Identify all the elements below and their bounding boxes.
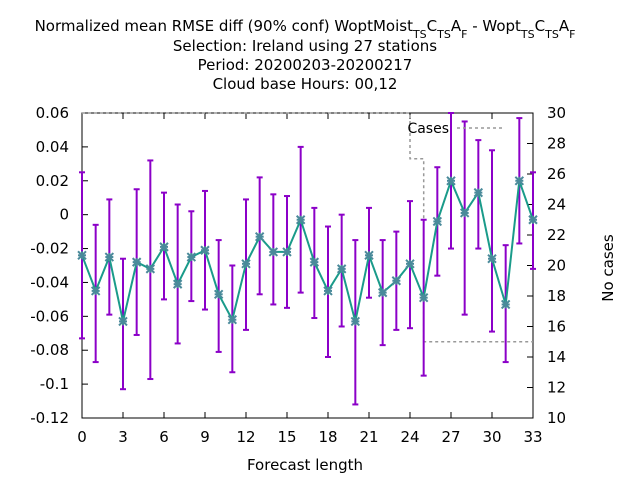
x-tick-label: 24 xyxy=(400,428,419,446)
title-line-3: Cloud base Hours: 00,12 xyxy=(213,75,398,93)
y2-axis-label: No cases xyxy=(599,234,617,302)
rmse-polyline xyxy=(81,177,534,323)
y2-tick-label: 26 xyxy=(547,165,566,183)
data-point xyxy=(418,292,429,303)
legend: Cases xyxy=(407,121,504,137)
data-point xyxy=(528,215,538,225)
data-point xyxy=(500,299,511,310)
x-tick-label: 30 xyxy=(482,428,501,446)
y-tick-label: -0.08 xyxy=(30,341,69,359)
y2-tick-label: 28 xyxy=(547,135,566,153)
x-tick-label: 9 xyxy=(200,428,210,446)
data-point xyxy=(200,245,210,255)
y-tick-label: -0.02 xyxy=(30,240,69,258)
y2-tick-label: 14 xyxy=(547,348,566,366)
data-point xyxy=(118,316,128,327)
x-tick-label: 12 xyxy=(236,428,255,446)
data-point xyxy=(309,257,320,267)
data-point xyxy=(323,286,333,296)
y-tick-label: 0 xyxy=(59,206,69,224)
x-axis-label: Forecast length xyxy=(247,456,363,474)
data-point xyxy=(391,276,402,286)
y2-tick-label: 12 xyxy=(547,379,566,397)
data-point xyxy=(364,250,374,261)
y-tick-label: 0.02 xyxy=(36,172,69,190)
data-point xyxy=(295,215,306,225)
y-tick-label: -0.04 xyxy=(30,273,69,291)
data-point xyxy=(172,279,183,289)
title-line-0: Normalized mean RMSE diff (90% conf) Wop… xyxy=(35,17,576,41)
y-axis: -0.12 -0.1 -0.08 -0.06 -0.04 -0.02 0 0.02 0.04 0.… xyxy=(30,104,88,427)
data-point xyxy=(432,216,443,227)
data-point xyxy=(446,176,456,186)
data-point xyxy=(227,315,238,325)
y2-axis: 10 12 14 16 18 20 22 24 26 28 30 xyxy=(527,104,566,427)
y2-tick-label: 22 xyxy=(547,226,566,244)
y2-tick-label: 24 xyxy=(547,196,566,214)
data-point xyxy=(350,316,361,327)
data-point xyxy=(131,257,142,267)
chart-title: Normalized mean RMSE diff (90% conf) Wop… xyxy=(35,17,576,93)
data-point xyxy=(186,252,197,262)
data-point xyxy=(473,187,484,198)
y2-tick-label: 30 xyxy=(547,104,566,122)
data-point xyxy=(241,259,251,269)
cases-series xyxy=(82,112,533,343)
data-point xyxy=(514,176,525,186)
title-line-2: Period: 20200203-20200217 xyxy=(198,56,413,74)
y-tick-label: -0.12 xyxy=(30,409,69,427)
data-point xyxy=(336,264,347,274)
x-tick-label: 6 xyxy=(159,428,169,446)
data-point xyxy=(90,286,101,296)
data-point xyxy=(104,252,115,262)
data-point xyxy=(405,259,415,269)
cases-line xyxy=(82,112,533,343)
data-point xyxy=(487,254,497,264)
legend-label: Cases xyxy=(407,121,449,137)
x-tick-label: 33 xyxy=(523,428,542,446)
rmse-line xyxy=(81,177,534,323)
x-tick-label: 18 xyxy=(318,428,337,446)
y-tick-label: 0.04 xyxy=(36,138,69,156)
y-tick-label: -0.1 xyxy=(40,375,69,393)
data-point xyxy=(77,250,87,261)
y-tick-label: 0.06 xyxy=(36,104,69,122)
y2-tick-label: 20 xyxy=(547,257,566,275)
x-tick-label: 21 xyxy=(359,428,378,446)
data-point xyxy=(268,247,279,257)
rmse-markers xyxy=(77,176,538,327)
y2-tick-label: 16 xyxy=(547,318,566,336)
x-tick-label: 15 xyxy=(277,428,296,446)
data-point xyxy=(145,264,156,274)
data-point xyxy=(377,287,388,298)
data-point xyxy=(213,289,224,300)
title-line-1: Selection: Ireland using 27 stations xyxy=(173,37,437,55)
x-tick-label: 0 xyxy=(77,428,87,446)
data-point xyxy=(282,247,292,257)
data-point xyxy=(254,231,265,242)
data-point xyxy=(459,208,470,218)
y2-tick-label: 18 xyxy=(547,287,566,305)
data-point xyxy=(159,242,169,252)
x-tick-label: 3 xyxy=(118,428,128,446)
x-axis: 0 3 6 9 12 15 18 21 24 27 30 33 xyxy=(77,113,543,446)
x-tick-label: 27 xyxy=(441,428,460,446)
y2-tick-label: 10 xyxy=(547,409,566,427)
error-bars xyxy=(79,112,536,406)
y-tick-label: -0.06 xyxy=(30,307,69,325)
